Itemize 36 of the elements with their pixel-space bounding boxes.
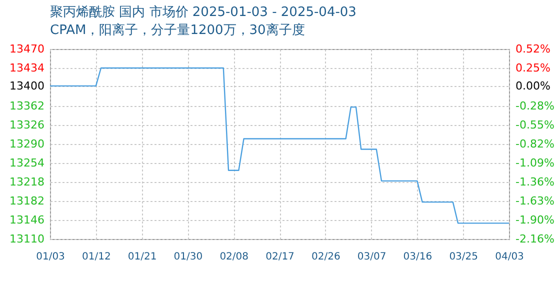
x-tick-label: 03/25: [449, 252, 478, 262]
y-tick-label: 13470: [10, 42, 44, 56]
y2-tick-label: -1.36%: [516, 175, 554, 188]
y-tick-label: 13146: [10, 214, 44, 226]
y2-tick-label: 0.52%: [516, 42, 550, 56]
x-tick-label: 01/21: [128, 252, 157, 262]
x-tick-label: 03/16: [403, 252, 432, 262]
y2-tick-label: 0.00%: [516, 79, 550, 92]
y-tick-label: 13110: [10, 232, 44, 246]
x-tick-label: 03/07: [357, 252, 386, 262]
y2-tick-label: -0.82%: [516, 138, 554, 150]
x-tick-label: 02/26: [311, 252, 340, 262]
y2-tick-label: -0.28%: [516, 100, 554, 113]
x-tick-label: 01/30: [174, 252, 203, 262]
y-tick-label: 13290: [10, 138, 44, 150]
y-tick-label: 13400: [10, 79, 44, 92]
y-tick-label: 13434: [10, 62, 44, 74]
y2-tick-label: 0.25%: [516, 61, 550, 74]
y-tick-label: 13362: [10, 100, 44, 112]
y2-tick-label: -1.09%: [516, 156, 554, 170]
y2-tick-label: -1.63%: [516, 194, 554, 208]
x-tick-label: 04/03: [495, 252, 524, 262]
y-tick-label: 13218: [10, 176, 44, 188]
y2-tick-label: -2.16%: [516, 232, 554, 246]
y-tick-label: 13326: [10, 118, 44, 132]
line-series: [49, 67, 510, 224]
y2-tick-label: -1.90%: [516, 214, 554, 227]
y-tick-label: 13182: [10, 194, 44, 208]
x-tick-label: 01/03: [36, 252, 65, 262]
y2-tick-label: -0.55%: [516, 118, 554, 132]
x-tick-label: 01/12: [82, 252, 111, 262]
x-tick-label: 02/08: [220, 252, 249, 262]
y-tick-label: 13254: [10, 156, 44, 170]
chart-subtitle: CPAM，阳离子，分子量1200万，30离子度: [50, 22, 305, 38]
x-tick-label: 02/17: [266, 252, 294, 262]
chart-title: 聚丙烯酰胺 国内 市场价 2025-01-03 - 2025-04-03: [50, 5, 356, 20]
